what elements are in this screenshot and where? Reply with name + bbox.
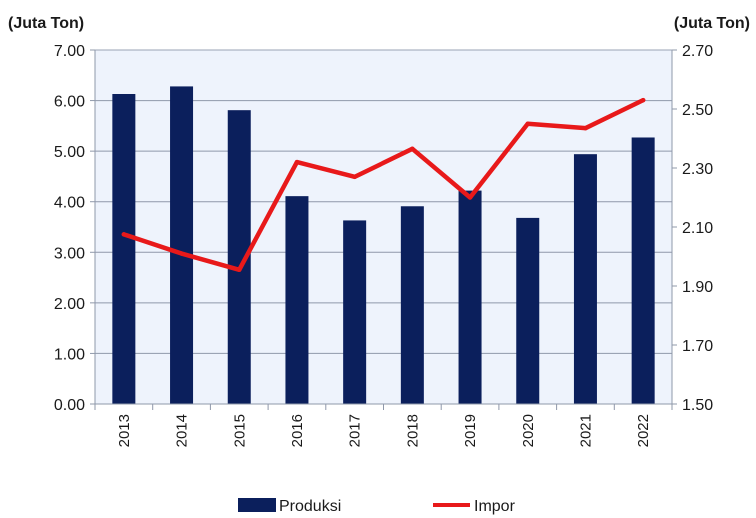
x-category-label: 2019 [462, 414, 479, 447]
bar-produksi [400, 206, 424, 404]
point-impor [294, 159, 300, 165]
bar-produksi [516, 217, 540, 404]
bar-produksi [285, 196, 309, 404]
x-category-label: 2013 [116, 414, 133, 447]
point-impor [467, 195, 473, 200]
right-tick-label: 2.30 [682, 161, 713, 178]
point-impor [237, 267, 242, 272]
point-impor [121, 232, 127, 237]
bar-produksi [170, 86, 194, 404]
right-tick-label: 2.50 [682, 102, 713, 119]
right-tick-label: 2.10 [682, 220, 713, 237]
legend-impor-label: Impor [474, 498, 516, 515]
bar-produksi [458, 190, 482, 404]
bar-produksi [573, 154, 597, 404]
legend-produksi-label: Produksi [279, 498, 341, 515]
plot-area: 0.00 1.00 2.00 3.00 4.00 5.00 6.00 7.00 1.50 1.70… [54, 43, 713, 447]
x-category-label: 2016 [289, 414, 306, 447]
right-axis-unit-label: (Juta Ton) [674, 15, 750, 32]
x-category-label: 2021 [577, 414, 594, 447]
left-tick-label: 2.00 [54, 296, 85, 313]
left-tick-label: 4.00 [54, 195, 85, 212]
left-tick-label: 7.00 [54, 43, 85, 60]
legend-produksi-swatch [238, 498, 276, 512]
right-tick-label: 1.70 [682, 338, 713, 355]
point-impor [525, 121, 530, 126]
left-tick-label: 6.00 [54, 94, 85, 111]
bar-produksi [112, 93, 136, 405]
legend: Produksi Impor [238, 498, 516, 515]
bar-produksi [227, 110, 251, 405]
point-impor [583, 125, 588, 131]
line-impor [121, 97, 646, 273]
x-category-label: 2015 [231, 414, 248, 447]
right-tick-label: 2.70 [682, 43, 713, 60]
point-impor [352, 174, 357, 180]
point-impor [179, 251, 184, 256]
point-impor [640, 97, 646, 103]
x-category-label: 2022 [635, 414, 652, 447]
x-category-label: 2020 [520, 414, 537, 447]
bar-produksi [631, 137, 655, 404]
left-axis-unit-label: (Juta Ton) [8, 15, 84, 32]
point-impor [410, 146, 415, 152]
left-tick-label: 5.00 [54, 144, 85, 161]
left-tick-label: 0.00 [54, 397, 85, 414]
x-category-label: 2017 [347, 414, 364, 447]
right-tick-label: 1.50 [682, 397, 713, 414]
left-tick-label: 3.00 [54, 245, 85, 262]
x-category-label: 2018 [404, 414, 421, 447]
x-category-label: 2014 [174, 414, 191, 447]
left-tick-label: 1.00 [54, 346, 85, 363]
right-tick-label: 1.90 [682, 279, 713, 296]
bar-produksi [343, 220, 367, 404]
